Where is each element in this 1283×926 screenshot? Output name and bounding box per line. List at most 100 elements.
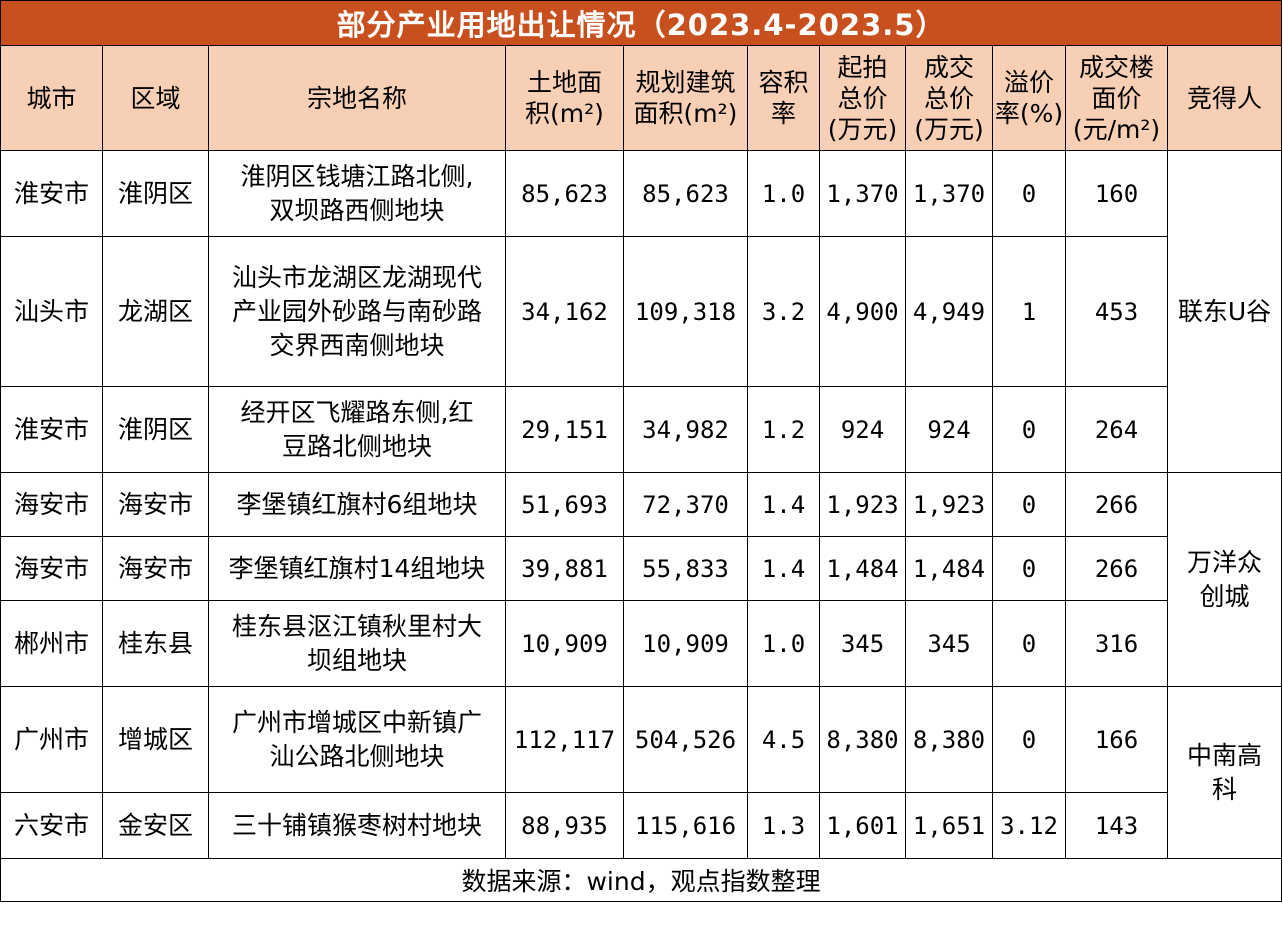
header-city: 城市 (0, 45, 103, 151)
cell-district: 淮阴区 (102, 150, 209, 237)
cell-parcel: 桂东县沤江镇秋里村大 坝组地块 (208, 600, 506, 687)
table-row: 海安市 海安市 李堡镇红旗村6组地块 51,693 72,370 1.4 1,9… (0, 472, 1283, 687)
table-row: 淮安市 淮阴区 经开区飞耀路东侧,红 豆路北侧地块 29,151 34,982 1… (0, 386, 1282, 473)
cell-city: 郴州市 (0, 600, 103, 687)
cell-bidder: 中南高科 (1166, 686, 1283, 859)
cell-far: 1.0 (747, 150, 820, 237)
cell-premium: 1 (992, 236, 1066, 387)
cell-start-price: 8,380 (819, 686, 906, 793)
table-row: 六安市 金安区 三十铺镇猴枣树村地块 88,935 115,616 1.3 1,… (0, 792, 1282, 859)
header-row: 城市 区域 宗地名称 土地面 积(m²) 规划建筑 面积(m²) 容积率 起拍 总价(… (0, 45, 1283, 151)
cell-district: 增城区 (102, 686, 209, 793)
header-deal-price: 成交 总价 (万元) (905, 45, 993, 151)
cell-deal-price: 4,949 (905, 236, 993, 387)
cell-far: 1.3 (747, 792, 820, 859)
cell-district: 海安市 (102, 472, 209, 537)
cell-premium: 0 (992, 150, 1066, 237)
cell-floor-price: 316 (1065, 600, 1168, 687)
cell-city: 汕头市 (0, 236, 103, 387)
cell-deal-price: 1,651 (905, 792, 993, 859)
table-row: 海安市 海安市 李堡镇红旗村14组地块 39,881 55,833 1.4 1,… (0, 536, 1282, 601)
cell-start-price: 1,484 (819, 536, 906, 601)
cell-parcel: 三十铺镇猴枣树村地块 (208, 792, 506, 859)
header-premium: 溢价 率(%) (992, 45, 1066, 151)
cell-parcel: 李堡镇红旗村6组地块 (208, 472, 506, 537)
cell-district: 金安区 (102, 792, 209, 859)
cell-build-area: 10,909 (623, 600, 748, 687)
cell-start-price: 924 (819, 386, 906, 473)
cell-build-area: 55,833 (623, 536, 748, 601)
cell-far: 3.2 (747, 236, 820, 387)
table-row: 郴州市 桂东县 桂东县沤江镇秋里村大 坝组地块 10,909 10,909 1.0… (0, 600, 1282, 687)
cell-premium: 3.12 (992, 792, 1066, 859)
header-floor-price: 成交楼 面价 (元/m²) (1065, 45, 1168, 151)
cell-start-price: 4,900 (819, 236, 906, 387)
table-row: 汕头市 龙湖区 汕头市龙湖区龙湖现代 产业园外砂路与南砂路 交界西南侧地块 34,1… (0, 236, 1282, 387)
cell-start-price: 1,601 (819, 792, 906, 859)
header-build-area: 规划建筑 面积(m²) (623, 45, 748, 151)
cell-district: 桂东县 (102, 600, 209, 687)
cell-city: 淮安市 (0, 386, 103, 473)
header-parcel: 宗地名称 (208, 45, 506, 151)
header-far: 容积率 (747, 45, 820, 151)
header-bidder: 竞得人 (1166, 45, 1283, 151)
cell-deal-price: 1,923 (905, 472, 993, 537)
cell-land-area: 85,623 (505, 150, 624, 237)
cell-deal-price: 924 (905, 386, 993, 473)
cell-floor-price: 453 (1065, 236, 1168, 387)
header-land-area: 土地面 积(m²) (505, 45, 624, 151)
cell-city: 六安市 (0, 792, 103, 859)
land-transfer-table: 部分产业用地出让情况（2023.4-2023.5） 城市 区域 宗地名称 土地面… (0, 0, 1283, 902)
cell-floor-price: 166 (1065, 686, 1168, 793)
cell-build-area: 72,370 (623, 472, 748, 537)
cell-deal-price: 8,380 (905, 686, 993, 793)
table-title: 部分产业用地出让情况（2023.4-2023.5） (0, 0, 1283, 46)
cell-premium: 0 (992, 600, 1066, 687)
cell-floor-price: 160 (1065, 150, 1168, 237)
cell-parcel: 淮阴区钱塘江路北侧, 双坝路西侧地块 (208, 150, 506, 237)
cell-far: 1.2 (747, 386, 820, 473)
cell-parcel: 汕头市龙湖区龙湖现代 产业园外砂路与南砂路 交界西南侧地块 (208, 236, 506, 387)
cell-land-area: 51,693 (505, 472, 624, 537)
cell-floor-price: 143 (1065, 792, 1168, 859)
source-note: 数据来源：wind，观点指数整理 (0, 858, 1283, 902)
cell-land-area: 29,151 (505, 386, 624, 473)
cell-parcel: 广州市增城区中新镇广 汕公路北侧地块 (208, 686, 506, 793)
cell-far: 1.4 (747, 536, 820, 601)
cell-premium: 0 (992, 472, 1066, 537)
cell-start-price: 1,370 (819, 150, 906, 237)
cell-start-price: 345 (819, 600, 906, 687)
source-row: 数据来源：wind，观点指数整理 (0, 858, 1283, 902)
cell-floor-price: 266 (1065, 472, 1168, 537)
cell-bidder: 万洋众 创城 (1166, 472, 1283, 687)
cell-district: 淮阴区 (102, 386, 209, 473)
cell-parcel: 李堡镇红旗村14组地块 (208, 536, 506, 601)
cell-city: 广州市 (0, 686, 103, 793)
cell-premium: 0 (992, 536, 1066, 601)
cell-floor-price: 266 (1065, 536, 1168, 601)
header-start-price: 起拍 总价 (万元) (819, 45, 906, 151)
cell-deal-price: 1,370 (905, 150, 993, 237)
cell-land-area: 34,162 (505, 236, 624, 387)
cell-far: 1.4 (747, 472, 820, 537)
cell-floor-price: 264 (1065, 386, 1168, 473)
cell-build-area: 34,982 (623, 386, 748, 473)
cell-bidder: 联东U谷 (1166, 150, 1283, 473)
cell-district: 海安市 (102, 536, 209, 601)
cell-premium: 0 (992, 686, 1066, 793)
cell-build-area: 109,318 (623, 236, 748, 387)
cell-parcel: 经开区飞耀路东侧,红 豆路北侧地块 (208, 386, 506, 473)
cell-city: 淮安市 (0, 150, 103, 237)
cell-city: 海安市 (0, 472, 103, 537)
cell-far: 4.5 (747, 686, 820, 793)
cell-deal-price: 1,484 (905, 536, 993, 601)
cell-land-area: 112,117 (505, 686, 624, 793)
cell-city: 海安市 (0, 536, 103, 601)
table-row: 广州市 增城区 广州市增城区中新镇广 汕公路北侧地块 112,117 504,52… (0, 686, 1283, 859)
cell-build-area: 115,616 (623, 792, 748, 859)
cell-start-price: 1,923 (819, 472, 906, 537)
cell-premium: 0 (992, 386, 1066, 473)
cell-deal-price: 345 (905, 600, 993, 687)
cell-land-area: 88,935 (505, 792, 624, 859)
table-row: 淮安市 淮阴区 淮阴区钱塘江路北侧, 双坝路西侧地块 85,623 85,623 … (0, 150, 1283, 473)
